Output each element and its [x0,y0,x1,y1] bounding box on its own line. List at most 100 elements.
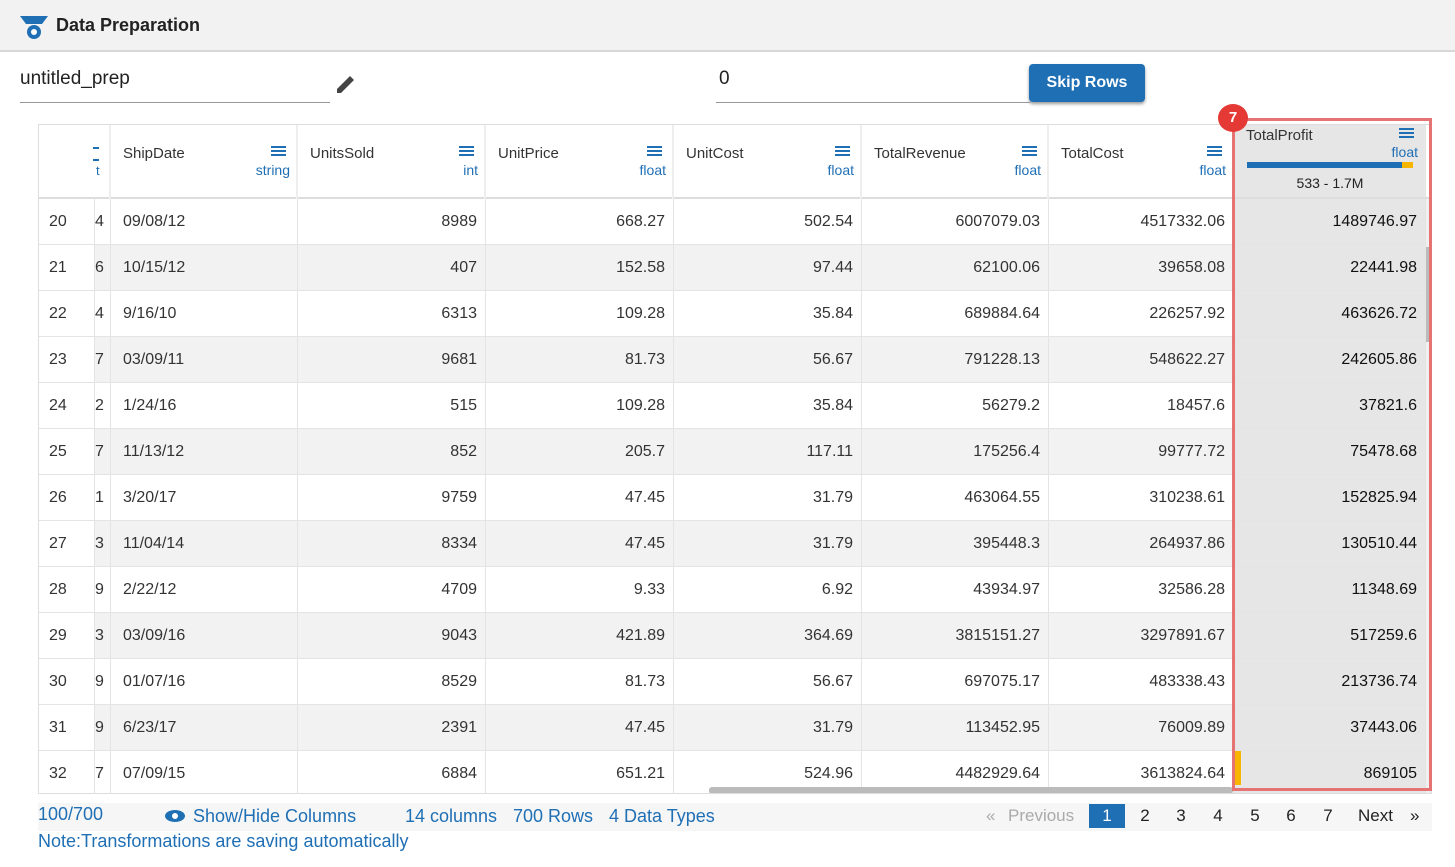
edit-icon[interactable] [334,72,358,96]
data-table: t ShipDate string UnitsSold int UnitPrice floa… [38,124,1432,794]
row-stripe [95,705,1234,751]
table-cell: 6884 [298,751,486,793]
table-cell: 152.58 [486,245,674,291]
table-cell: 43934.97 [862,567,1049,613]
table-cell: 483338.43 [1049,659,1234,705]
column-menu[interactable] [647,146,662,156]
skip-rows-button[interactable]: Skip Rows [1029,64,1145,102]
horizontal-thumb [709,787,1233,793]
show-hide-columns[interactable]: Show/Hide Columns [193,806,357,826]
table-cell: 6.92 [674,567,862,613]
table-cell: 8989 [298,199,486,245]
row-number: 27 [39,521,95,567]
row-border [39,750,1426,751]
table-cell: 407 [298,245,486,291]
clipped-cell: 7 [95,429,111,475]
table-cell: 651.21 [486,751,674,793]
row-border [39,704,1426,705]
page-number[interactable]: 6 [1286,806,1296,825]
column-divider [484,125,486,199]
table-cell: 81.73 [486,337,674,383]
previous-page[interactable]: Previous [1008,806,1075,825]
table-cell: 3297891.67 [1049,613,1234,659]
table-cell: 152825.94 [1234,475,1426,521]
row-number: 26 [39,475,95,521]
table-cell: 56.67 [674,337,862,383]
table-cell: 117.11 [674,429,862,475]
page-number[interactable]: 5 [1250,806,1260,825]
table-cell: 18457.6 [1049,383,1234,429]
column-menu[interactable] [1022,146,1037,156]
column-menu[interactable] [271,146,286,156]
table-cell: 11348.69 [1234,567,1426,613]
eye-icon[interactable] [164,809,186,823]
table-cell: 517259.6 [1234,613,1426,659]
row-number: 20 [39,199,95,245]
column-type: float [827,162,854,178]
table-cell: 310238.61 [1049,475,1234,521]
column-menu[interactable] [835,146,850,156]
row-number: 21 [39,245,95,291]
row-stripe [95,613,1234,659]
row-border [39,566,1426,567]
table-cell: 47.45 [486,705,674,751]
last-page[interactable]: » [1410,806,1420,825]
vertical-scrollbar [1426,199,1431,793]
table-cell: 31.79 [674,705,862,751]
table-cell: 47.45 [486,475,674,521]
row-border [39,382,1426,383]
clipped-cell: 3 [95,613,111,659]
table-cell: 6007079.03 [862,199,1049,245]
vertical-thumb [1426,247,1431,342]
logo [20,16,48,39]
first-page[interactable]: « [986,806,996,825]
table-cell: 2/22/12 [111,567,298,613]
column-menu[interactable] [459,146,474,156]
clipped-cell: 1 [95,475,111,521]
table-cell: 99777.72 [1049,429,1234,475]
table-cell: 6313 [298,291,486,337]
table-cell: 421.89 [486,613,674,659]
column-menu[interactable] [1207,146,1222,156]
row-stripe [95,337,1234,383]
table-cell: 9759 [298,475,486,521]
clipped-cell: 4 [95,291,111,337]
table-cell: 32586.28 [1049,567,1234,613]
row-border [39,336,1426,337]
page-number[interactable]: 2 [1140,806,1150,825]
skip-input[interactable]: 0 [716,68,1031,103]
table-header [39,125,1431,199]
column-type: float [1014,162,1041,178]
table-cell: 62100.06 [862,245,1049,291]
table-cell: 09/08/12 [111,199,298,245]
table-cell: 463626.72 [1234,291,1426,337]
page-number[interactable]: 3 [1176,806,1186,825]
prep-name-input[interactable]: untitled_prep [20,68,330,103]
table-cell: 668.27 [486,199,674,245]
table-cell: 07/09/15 [111,751,298,793]
table-cell: 10/15/12 [111,245,298,291]
histogram-bar-outlier [1402,162,1413,168]
page-number[interactable]: 7 [1323,806,1333,825]
column-type: float [639,162,666,178]
table-cell: 175256.4 [862,429,1049,475]
table-cell: 1/24/16 [111,383,298,429]
column-type: float [1199,162,1226,178]
page-number[interactable]: 4 [1213,806,1223,825]
page-number[interactable]: 1 [1089,804,1125,828]
column-menu[interactable] [1399,128,1414,138]
column-divider [672,125,674,199]
clipped-cell: 4 [95,199,111,245]
column-divider [1047,125,1049,199]
table-cell: 22441.98 [1234,245,1426,291]
table-cell: 3/20/17 [111,475,298,521]
table-cell: 4482929.64 [862,751,1049,793]
table-cell: 9681 [298,337,486,383]
column-divider [296,125,298,199]
next-page[interactable]: Next [1358,806,1393,825]
table-cell: 37443.06 [1234,705,1426,751]
step-badge: 7 [1218,104,1248,132]
clipped-cell: 2 [95,383,111,429]
clipped-cell: 6 [95,245,111,291]
